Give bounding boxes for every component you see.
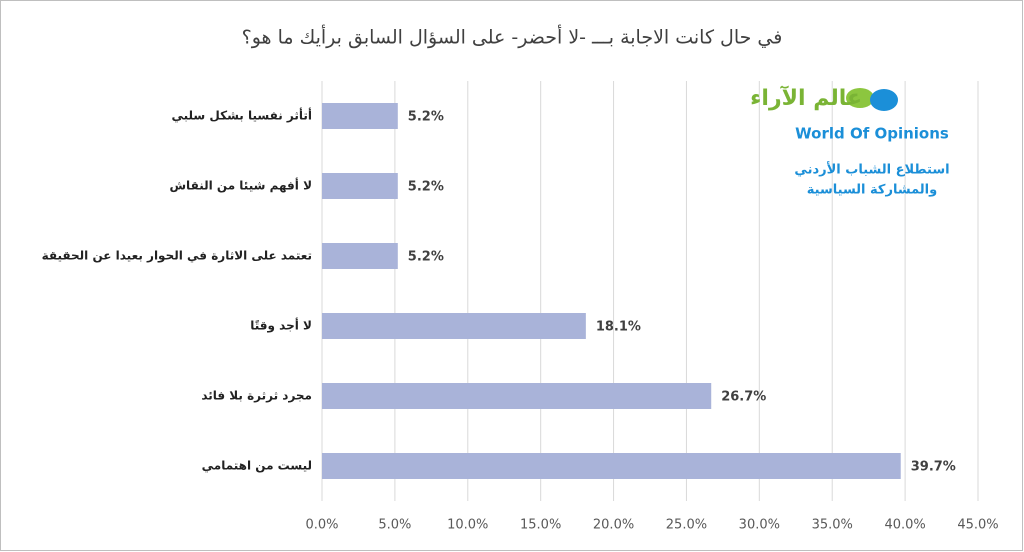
logo-caption: والمشاركة السياسية xyxy=(807,183,937,198)
logo-bubble xyxy=(846,88,874,108)
value-label: 26.7% xyxy=(721,390,766,405)
bar xyxy=(322,243,398,269)
y-tick-label: تعتمد على الاثارة في الحوار بعيدا عن الح… xyxy=(42,249,312,264)
x-tick-label: 15.0% xyxy=(520,518,561,533)
value-label: 5.2% xyxy=(408,250,444,265)
value-label: 18.1% xyxy=(596,320,641,335)
bar xyxy=(322,103,398,129)
value-label: 5.2% xyxy=(408,180,444,195)
bar xyxy=(322,383,712,409)
logo-caption: استطلاع الشباب الأردني xyxy=(794,161,949,178)
value-label: 5.2% xyxy=(408,110,444,125)
x-tick-label: 30.0% xyxy=(739,518,780,533)
x-tick-label: 20.0% xyxy=(593,518,634,533)
y-tick-label: لا أفهم شيئا من النقاش xyxy=(170,178,313,193)
logo-subtitle: World Of Opinions xyxy=(795,125,949,143)
y-tick-label: أتأثر نفسيا بشكل سلبي xyxy=(171,108,312,123)
bar xyxy=(322,313,586,339)
bar xyxy=(322,453,901,479)
logo-text: عالم الآراء xyxy=(750,85,862,111)
x-tick-label: 10.0% xyxy=(447,518,488,533)
value-label: 39.7% xyxy=(911,460,956,475)
x-tick-label: 25.0% xyxy=(666,518,707,533)
x-tick-label: 40.0% xyxy=(884,518,925,533)
logo-bubble xyxy=(870,89,898,111)
y-tick-label: مجرد ثرثرة بلا فائد xyxy=(201,389,312,403)
chart-title: في حال كانت الاجابة بـــ -لا أحضر- على ا… xyxy=(242,25,783,49)
x-tick-label: 0.0% xyxy=(305,518,338,533)
x-tick-label: 45.0% xyxy=(957,518,998,533)
x-tick-label: 35.0% xyxy=(812,518,853,533)
y-tick-label: ليست من اهتمامي xyxy=(202,459,312,473)
x-tick-label: 5.0% xyxy=(378,518,411,533)
logo: عالم الآراء World Of Opinions استطلاع ال… xyxy=(750,85,949,198)
y-tick-label: لا أجد وقتًا xyxy=(250,318,312,334)
bar xyxy=(322,173,398,199)
